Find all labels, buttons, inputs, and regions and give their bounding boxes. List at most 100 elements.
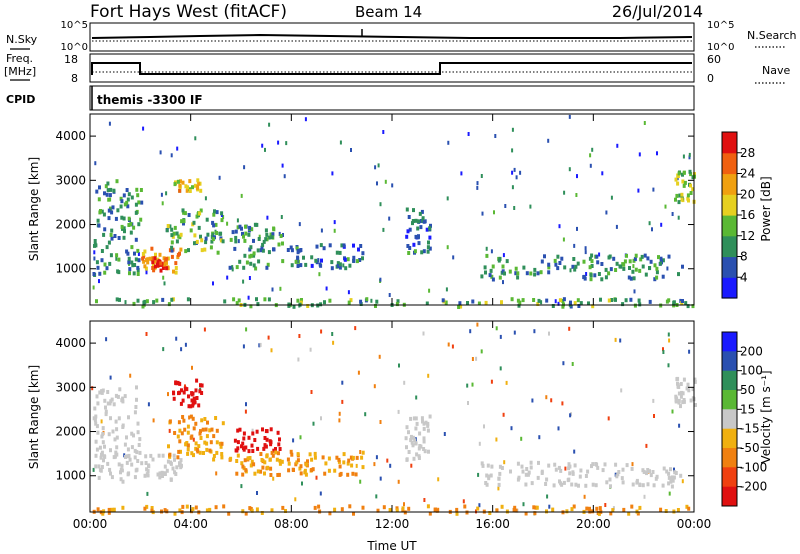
data-pixel — [296, 452, 300, 457]
scatter-pixel — [272, 476, 275, 481]
data-pixel — [100, 465, 104, 469]
data-pixel — [265, 429, 269, 434]
data-pixel — [127, 471, 131, 476]
data-pixel — [164, 257, 168, 262]
scatter-pixel — [215, 471, 218, 476]
data-pixel — [121, 399, 125, 404]
scatter-pixel — [271, 287, 274, 292]
data-pixel — [612, 256, 616, 261]
data-pixel — [162, 262, 166, 267]
data-pixel — [599, 297, 602, 302]
data-pixel — [598, 506, 602, 511]
scatter-pixel — [280, 215, 283, 219]
scatter-pixel — [422, 331, 425, 336]
scatter-pixel — [167, 392, 169, 397]
data-pixel — [205, 217, 209, 222]
scatter-pixel — [569, 268, 572, 273]
data-pixel — [193, 241, 196, 246]
nsky-tick-top-right: 10^5 — [707, 20, 734, 31]
nsky-tick-top-left: 10^5 — [61, 20, 88, 31]
data-pixel — [220, 218, 224, 223]
data-pixel — [150, 508, 154, 513]
data-pixel — [622, 262, 626, 267]
scatter-pixel — [100, 419, 103, 424]
scatter-pixel — [388, 293, 391, 297]
data-pixel — [323, 300, 326, 305]
data-pixel — [98, 185, 101, 190]
data-pixel — [417, 241, 421, 246]
data-pixel — [685, 386, 689, 391]
data-pixel — [349, 455, 353, 460]
data-pixel — [176, 252, 180, 257]
data-pixel — [112, 507, 116, 512]
data-pixel — [646, 482, 650, 487]
data-pixel — [173, 431, 177, 435]
data-pixel — [689, 398, 693, 403]
data-pixel — [198, 431, 202, 436]
data-pixel — [327, 468, 331, 473]
data-pixel — [604, 267, 608, 272]
data-pixel — [351, 455, 355, 460]
scatter-pixel — [562, 361, 565, 366]
data-pixel — [547, 262, 551, 267]
data-pixel — [227, 511, 231, 516]
data-pixel — [414, 441, 418, 446]
plot-title: Fort Hays West (fitACF) — [90, 2, 287, 22]
data-pixel — [520, 464, 524, 469]
scatter-pixel — [245, 402, 247, 407]
data-pixel — [296, 458, 300, 463]
data-pixel — [498, 471, 502, 476]
data-pixel — [428, 246, 432, 251]
data-pixel — [115, 452, 119, 457]
data-pixel — [122, 216, 126, 221]
data-pixel — [426, 249, 430, 254]
data-pixel — [141, 256, 145, 261]
data-pixel — [321, 455, 325, 460]
data-pixel — [101, 432, 105, 437]
data-pixel — [563, 265, 567, 270]
y-tick-label: 2000 — [55, 425, 86, 439]
data-pixel — [260, 458, 264, 462]
data-pixel — [250, 443, 254, 448]
data-pixel — [271, 232, 275, 237]
data-pixel — [676, 376, 680, 381]
data-pixel — [229, 237, 233, 242]
scatter-pixel — [428, 288, 431, 293]
data-pixel — [123, 229, 126, 234]
data-pixel — [455, 507, 459, 512]
data-pixel — [104, 405, 107, 410]
scatter-pixel — [237, 239, 240, 244]
scatter-pixel — [446, 196, 449, 201]
scatter-pixel — [184, 342, 187, 347]
data-pixel — [173, 457, 176, 462]
data-pixel — [411, 221, 414, 226]
data-pixel — [220, 441, 224, 446]
data-pixel — [416, 226, 420, 231]
data-pixel — [178, 439, 182, 444]
scatter-pixel — [160, 192, 163, 197]
data-pixel — [165, 509, 169, 514]
data-pixel — [412, 456, 416, 461]
data-pixel — [187, 394, 190, 399]
scatter-pixel — [607, 416, 610, 421]
scatter-pixel — [471, 382, 474, 387]
data-pixel — [659, 261, 662, 266]
data-pixel — [161, 266, 165, 270]
data-pixel — [147, 463, 150, 468]
data-pixel — [189, 435, 193, 440]
data-pixel — [240, 444, 243, 449]
data-pixel — [634, 267, 638, 272]
data-pixel — [170, 297, 174, 302]
data-pixel — [604, 275, 608, 280]
scatter-pixel — [379, 476, 382, 481]
data-pixel — [344, 266, 348, 271]
scatter-pixel — [631, 462, 634, 467]
data-pixel — [179, 449, 182, 454]
data-pixel — [351, 471, 355, 476]
data-pixel — [237, 298, 241, 303]
data-pixel — [630, 466, 634, 471]
data-pixel — [425, 227, 429, 232]
data-pixel — [156, 260, 160, 265]
data-pixel — [100, 390, 104, 395]
